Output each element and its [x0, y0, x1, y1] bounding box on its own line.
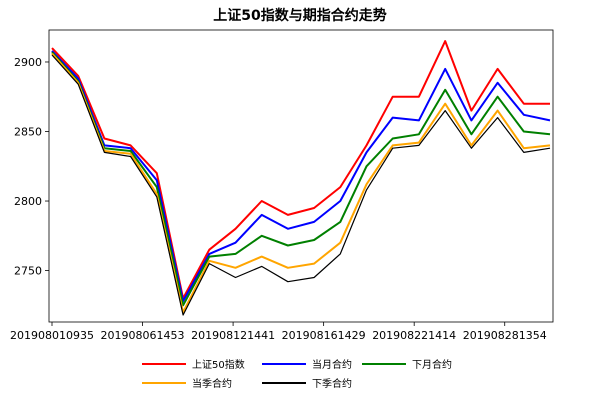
- x-tick-label: 201908281354: [463, 329, 547, 342]
- x-axis: 201908010935 201908061453 201908121441 2019…: [10, 322, 547, 342]
- series-line-3: [51, 52, 551, 314]
- legend-label: 下季合约: [312, 377, 352, 390]
- y-tick-label: 2750: [14, 265, 42, 278]
- y-axis: 2750 2800 2850 2900: [14, 56, 49, 278]
- x-tick-label: 201908010935: [10, 329, 94, 342]
- x-tick-label: 201908121441: [191, 329, 275, 342]
- series-line-0: [51, 40, 550, 300]
- legend-label: 上证50指数: [192, 358, 245, 371]
- series-line-4: [51, 54, 551, 316]
- x-tick-label: 201908161429: [282, 329, 366, 342]
- legend-label: 当季合约: [192, 377, 232, 390]
- y-tick-label: 2800: [14, 195, 42, 208]
- y-tick-label: 2850: [14, 126, 42, 139]
- x-tick-label: 201908061453: [101, 329, 185, 342]
- x-tick-label: 201908221414: [372, 329, 456, 342]
- y-tick-label: 2900: [14, 56, 42, 69]
- series-line-1: [51, 50, 551, 303]
- plot-frame: [48, 29, 554, 323]
- legend-label: 当月合约: [312, 358, 352, 371]
- series-line-2: [51, 51, 551, 307]
- legend-label: 下月合约: [412, 358, 452, 371]
- chart-title: 上证50指数与期指合约走势: [213, 7, 386, 24]
- series-layer: [51, 40, 551, 316]
